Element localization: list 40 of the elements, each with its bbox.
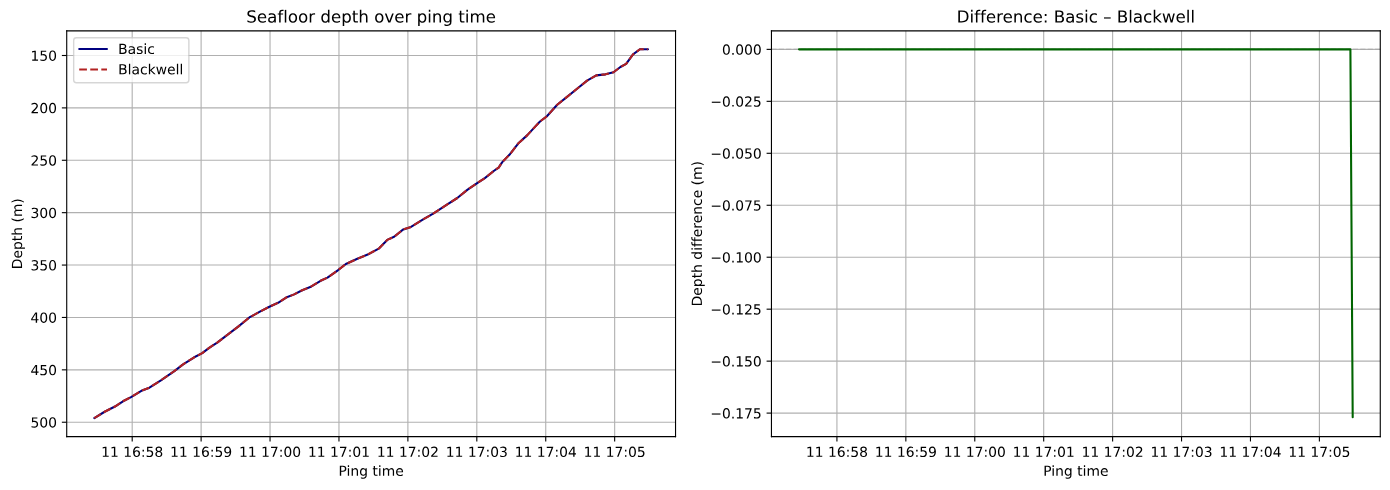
y-tick-label: 250 (31, 155, 57, 166)
x-tick-label: 11 17:05 (1289, 446, 1350, 458)
x-tick-label: 11 17:04 (516, 446, 577, 458)
y-tick-label: −0.125 (711, 304, 761, 315)
x-tick-label: 11 16:58 (102, 446, 163, 458)
y-tick-label: 300 (31, 207, 57, 219)
x-axis-title: Ping time (1044, 465, 1108, 479)
x-tick-label: 11 17:05 (585, 446, 645, 458)
y-tick-label: 450 (31, 364, 57, 376)
x-tick-label: 11 17:00 (945, 446, 1005, 458)
x-tick-label: 11 17:02 (378, 446, 438, 458)
x-tick-label: 11 16:59 (876, 446, 936, 458)
y-axis-title: Depth (m) (11, 199, 25, 268)
legend-label: Basic (119, 43, 155, 55)
x-tick-label: 11 16:58 (807, 446, 868, 458)
chart-title: Difference: Basic – Blackwell (958, 9, 1194, 23)
x-tick-label: 11 17:02 (1083, 446, 1143, 458)
y-tick-label: 0.000 (722, 44, 761, 55)
x-tick-label: 11 17:01 (1014, 446, 1074, 458)
x-axis-title: Ping time (339, 465, 404, 479)
legend-label: Blackwell (119, 63, 183, 75)
x-tick-label: 11 17:01 (309, 446, 369, 458)
y-tick-label: −0.050 (711, 148, 761, 159)
y-tick-label: −0.075 (711, 200, 761, 211)
y-tick-label: 200 (31, 102, 57, 114)
chart-title: Seafloor depth over ping time (247, 9, 496, 26)
x-tick-label: 11 16:59 (171, 446, 232, 458)
x-tick-label: 11 17:00 (240, 446, 301, 458)
x-tick-label: 11 17:03 (447, 446, 507, 458)
y-tick-label: −0.175 (711, 408, 761, 419)
y-tick-label: 150 (32, 50, 57, 61)
y-tick-label: −0.025 (711, 96, 761, 107)
y-tick-label: 350 (31, 260, 57, 271)
x-tick-label: 11 17:04 (1220, 446, 1281, 458)
x-tick-label: 11 17:03 (1152, 446, 1212, 458)
y-tick-label: −0.100 (711, 252, 761, 263)
y-tick-label: 500 (31, 417, 57, 428)
y-axis-title: Depth difference (m) (691, 162, 705, 306)
y-tick-label: −0.150 (711, 356, 761, 367)
y-tick-label: 400 (31, 312, 57, 323)
